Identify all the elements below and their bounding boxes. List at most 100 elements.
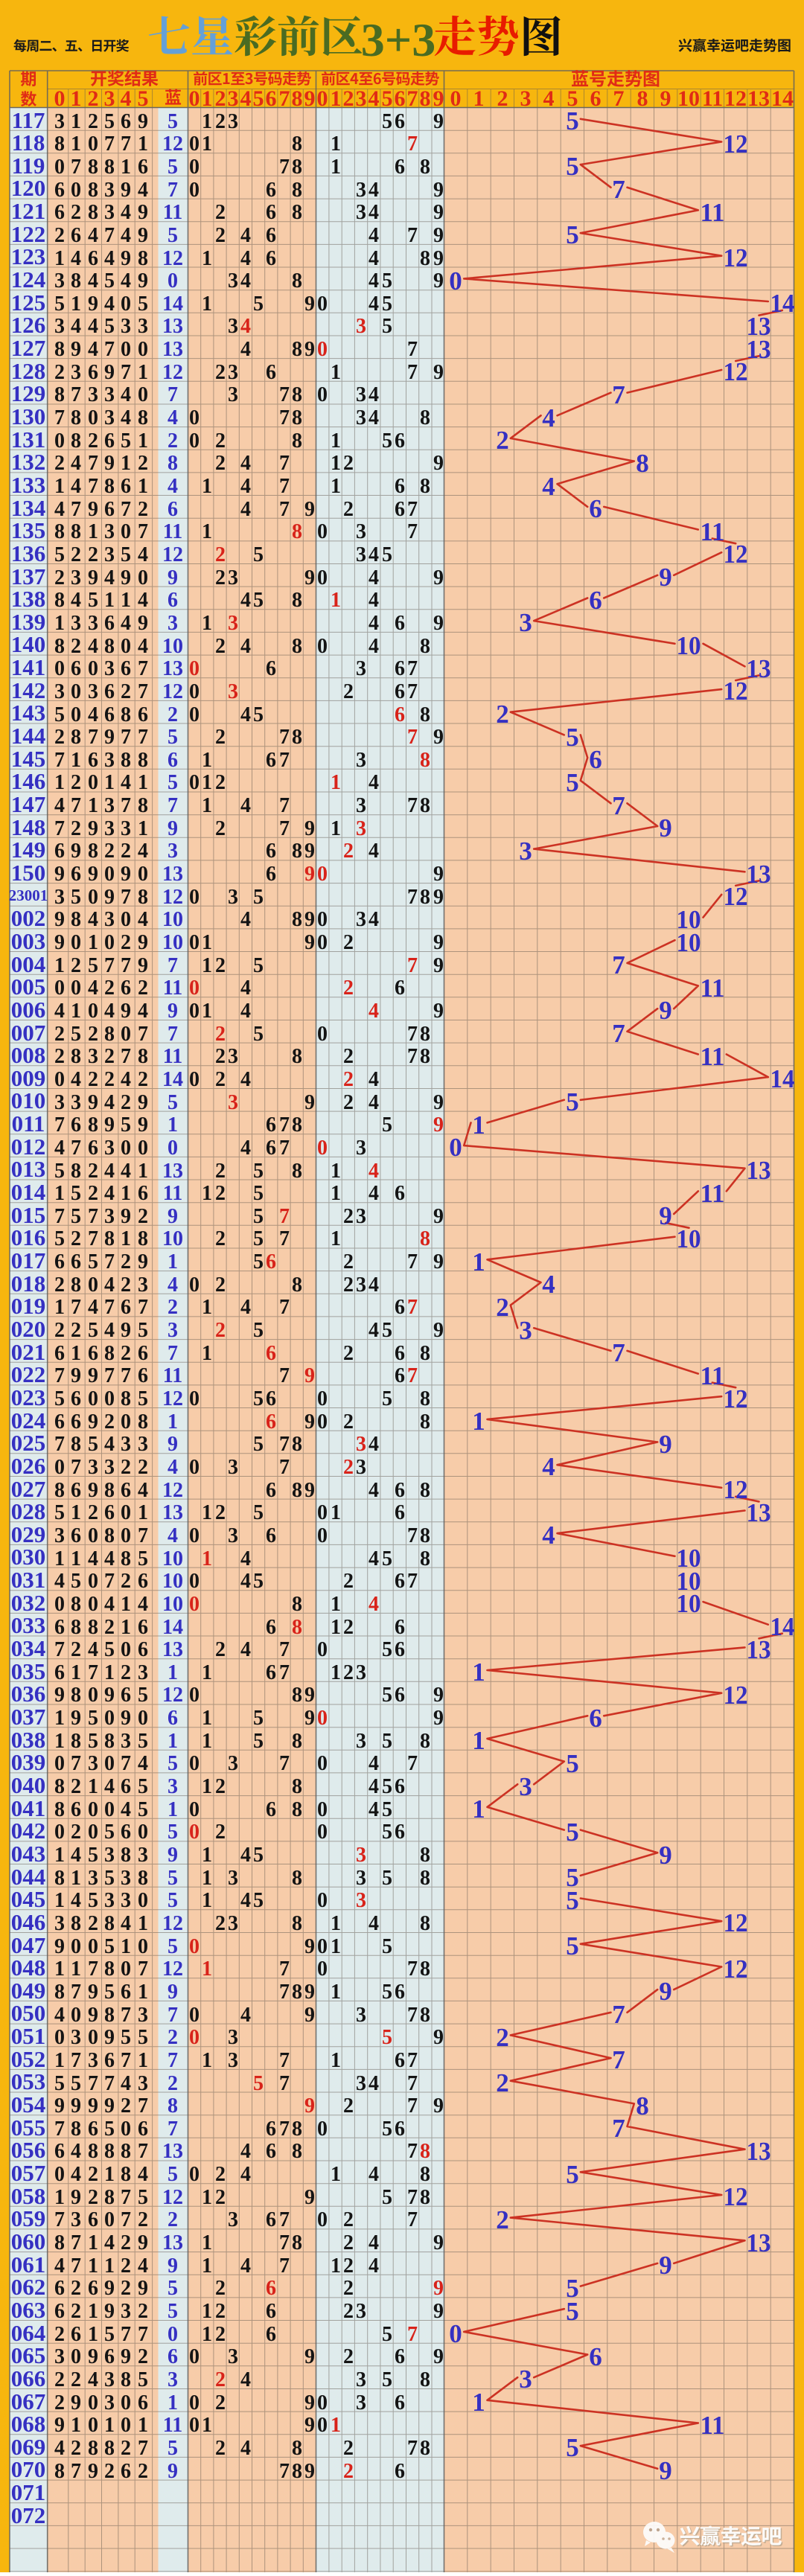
svg-text:6: 6 (168, 589, 178, 612)
svg-text:2: 2 (138, 1068, 148, 1091)
svg-text:7: 7 (54, 2118, 65, 2141)
svg-text:7: 7 (279, 1456, 290, 1479)
svg-text:3: 3 (121, 315, 131, 338)
svg-text:8: 8 (71, 1616, 81, 1639)
svg-text:5: 5 (566, 2274, 579, 2303)
svg-text:1: 1 (71, 293, 81, 316)
svg-text:1: 1 (202, 1661, 212, 1684)
svg-text:7: 7 (54, 1638, 65, 1661)
svg-text:1: 1 (54, 954, 65, 977)
svg-text:130: 130 (11, 403, 46, 429)
svg-text:5: 5 (253, 1319, 264, 1342)
svg-text:9: 9 (433, 110, 444, 133)
svg-text:2: 2 (71, 1319, 81, 1342)
svg-text:8: 8 (88, 156, 98, 179)
svg-text:7: 7 (407, 224, 418, 247)
svg-text:2: 2 (54, 726, 65, 749)
svg-text:009: 009 (11, 1065, 46, 1091)
svg-text:1: 1 (168, 1113, 178, 1137)
svg-text:3: 3 (71, 2026, 81, 2049)
svg-text:6: 6 (121, 977, 131, 1000)
svg-text:6: 6 (266, 657, 276, 680)
svg-text:1: 1 (202, 2414, 212, 2437)
svg-text:7: 7 (407, 2140, 418, 2163)
svg-text:13: 13 (162, 863, 183, 886)
svg-text:2: 2 (343, 1068, 354, 1091)
svg-text:2: 2 (343, 1205, 354, 1228)
svg-text:3: 3 (356, 794, 366, 817)
svg-text:0: 0 (71, 2004, 81, 2027)
svg-text:1: 1 (202, 1775, 212, 1798)
svg-text:6: 6 (266, 224, 276, 247)
svg-text:6: 6 (266, 1250, 276, 1273)
svg-text:0: 0 (189, 1387, 200, 1410)
svg-text:5: 5 (566, 220, 579, 249)
svg-text:1: 1 (88, 794, 98, 817)
svg-text:2: 2 (343, 2094, 354, 2118)
svg-text:1: 1 (121, 1935, 131, 1958)
svg-text:0: 0 (189, 429, 200, 453)
svg-text:0: 0 (121, 338, 131, 361)
svg-text:3: 3 (356, 201, 366, 224)
svg-text:6: 6 (71, 1113, 81, 1137)
svg-text:9: 9 (138, 612, 148, 635)
svg-text:1: 1 (202, 2186, 212, 2209)
svg-text:1: 1 (54, 247, 65, 270)
svg-text:8: 8 (292, 1045, 302, 1068)
svg-text:9: 9 (304, 566, 315, 589)
svg-text:2: 2 (215, 361, 226, 384)
svg-text:1: 1 (202, 1296, 212, 1319)
svg-text:5: 5 (121, 1113, 131, 1137)
svg-text:3: 3 (104, 1205, 115, 1228)
svg-text:3: 3 (88, 680, 98, 703)
svg-text:5: 5 (382, 1867, 392, 1890)
svg-text:3: 3 (356, 749, 366, 772)
svg-text:6: 6 (589, 1704, 602, 1733)
svg-text:2: 2 (343, 1091, 354, 1114)
svg-text:7: 7 (121, 2186, 131, 2209)
svg-text:13: 13 (747, 312, 771, 341)
svg-text:7: 7 (71, 2049, 81, 2072)
svg-text:3: 3 (228, 566, 238, 589)
svg-text:148: 148 (11, 814, 46, 840)
svg-text:9: 9 (104, 2026, 115, 2049)
svg-text:0: 0 (189, 1273, 200, 1297)
svg-text:2: 2 (215, 1045, 226, 1068)
svg-text:4: 4 (54, 2254, 65, 2278)
svg-text:6: 6 (168, 749, 178, 772)
svg-text:9: 9 (71, 2186, 81, 2209)
svg-text:1: 1 (54, 1182, 65, 1205)
svg-text:8: 8 (168, 452, 178, 475)
svg-text:7: 7 (407, 2437, 418, 2460)
svg-text:4: 4 (240, 1000, 251, 1023)
svg-text:13: 13 (162, 1638, 183, 1661)
svg-text:12: 12 (724, 882, 748, 911)
svg-text:10: 10 (677, 905, 701, 934)
svg-text:8: 8 (138, 886, 148, 909)
svg-text:012: 012 (11, 1134, 46, 1160)
svg-text:0: 0 (121, 2414, 131, 2437)
svg-text:9: 9 (71, 2391, 81, 2414)
svg-text:7: 7 (613, 86, 625, 111)
svg-text:1: 1 (168, 1250, 178, 1273)
svg-text:7: 7 (279, 2231, 290, 2254)
svg-text:4: 4 (138, 1000, 148, 1023)
svg-text:12: 12 (162, 1912, 183, 1935)
svg-text:2: 2 (215, 817, 226, 840)
svg-text:3: 3 (228, 886, 238, 909)
svg-text:1: 1 (472, 1658, 485, 1687)
svg-text:7: 7 (168, 2049, 178, 2072)
svg-text:2: 2 (54, 1319, 65, 1342)
svg-text:6: 6 (121, 1479, 131, 1502)
svg-text:3: 3 (228, 1091, 238, 1114)
svg-text:9: 9 (121, 863, 131, 886)
svg-text:034: 034 (11, 1635, 46, 1661)
svg-text:9: 9 (433, 1250, 444, 1273)
svg-text:7: 7 (54, 817, 65, 840)
svg-text:3: 3 (356, 2072, 366, 2095)
svg-text:2: 2 (343, 840, 354, 863)
svg-text:5: 5 (168, 771, 178, 794)
svg-text:7: 7 (104, 1250, 115, 1273)
svg-text:2: 2 (121, 1342, 131, 1365)
svg-text:4: 4 (368, 2231, 379, 2254)
